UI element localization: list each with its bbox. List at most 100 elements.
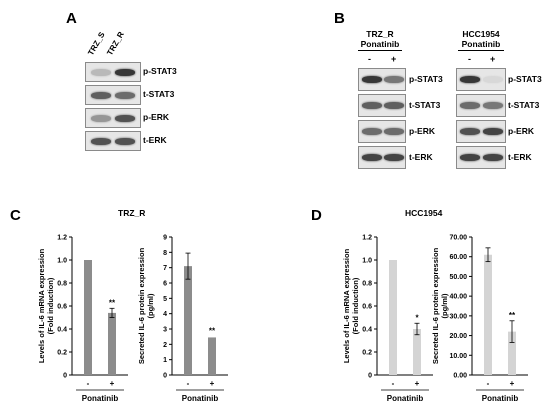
chart-group-title: TRZ_R [118, 208, 146, 218]
y-axis-label-line: Secreted IL-6 protein expression [431, 247, 440, 364]
bar [208, 337, 216, 375]
y-tick-label: 2 [163, 342, 167, 349]
y-tick-label: 0 [163, 373, 167, 380]
y-tick-label: 1.0 [57, 258, 67, 265]
blot-strip [358, 94, 406, 117]
blot-label: t-STAT3 [143, 89, 175, 99]
bar [184, 266, 192, 375]
x-axis-label: Ponatinib [482, 394, 519, 403]
protein-band [362, 102, 382, 109]
blot-label: p-ERK [508, 125, 534, 136]
y-tick-label: 1 [163, 357, 167, 364]
y-axis-label: Levels of IL-6 mRNA expression (Fold indu… [37, 248, 55, 363]
y-tick-label: 1.2 [362, 235, 372, 242]
cell-line-label: HCC1954 [462, 29, 500, 39]
protein-band [362, 128, 382, 135]
y-axis-label: Levels of IL-6 mRNA expression (Fold indu… [342, 248, 360, 363]
lane-label: TRZ_S [86, 30, 107, 57]
y-tick-label: 20.00 [449, 333, 467, 340]
blot-label: t-STAT3 [409, 99, 441, 110]
bar [84, 260, 92, 375]
category-label: + [415, 379, 420, 388]
y-tick-label: 4 [163, 311, 167, 318]
panel-letter-c: C [10, 207, 21, 224]
header-underline [458, 50, 504, 51]
significance-marker: ** [209, 327, 216, 336]
y-tick-label: 0.2 [57, 350, 67, 357]
y-tick-label: 8 [163, 250, 167, 257]
y-tick-label: 0.8 [57, 281, 67, 288]
bar [108, 312, 116, 375]
y-axis-label-line: (Fold induction) [46, 277, 55, 334]
panel-letter-d: D [311, 207, 322, 224]
category-label: + [210, 379, 215, 388]
y-axis-label-line: (Fold induction) [351, 277, 360, 334]
blot-strip [85, 108, 141, 128]
category-label: - [487, 379, 490, 388]
significance-marker: * [415, 313, 419, 322]
category-label: + [110, 379, 115, 388]
blot-label: p-STAT3 [409, 73, 443, 84]
y-tick-label: 60.00 [449, 254, 467, 261]
y-tick-label: 10.00 [449, 353, 467, 360]
protein-band [384, 76, 404, 83]
lane-label: TRZ_R [105, 30, 126, 57]
treatment-sign: - [368, 54, 371, 64]
significance-marker: ** [109, 298, 116, 307]
blot-label: p-STAT3 [508, 73, 542, 84]
y-tick-label: 0.8 [362, 281, 372, 288]
protein-band [362, 154, 382, 161]
treatment-sign: + [490, 54, 496, 64]
bar [413, 329, 421, 375]
protein-band [384, 102, 404, 109]
panel-letter-a: A [66, 10, 77, 27]
bar-chart-protein-hcc1954: 0.0010.0020.0030.0040.0050.0060.0070.00S… [431, 235, 528, 403]
treatment-sign: + [391, 54, 397, 64]
blot-label: t-ERK [143, 135, 167, 145]
treatment-sign: - [468, 54, 471, 64]
protein-band [91, 91, 111, 99]
blot-strip [456, 146, 506, 169]
y-tick-label: 1.2 [57, 235, 67, 242]
protein-band [384, 128, 404, 135]
y-tick-label: 3 [163, 327, 167, 334]
y-axis-label-line: Levels of IL-6 mRNA expression [342, 248, 351, 363]
protein-band [460, 102, 480, 109]
y-tick-label: 40.00 [449, 294, 467, 301]
blot-strip [85, 62, 141, 82]
blot-label: p-ERK [143, 112, 169, 122]
y-tick-label: 0.4 [362, 327, 372, 334]
y-tick-label: 0.4 [57, 327, 67, 334]
protein-band [91, 137, 111, 145]
blot-label: t-ERK [409, 151, 433, 162]
y-tick-label: 5 [163, 296, 167, 303]
protein-band [460, 128, 480, 135]
significance-marker: ** [509, 311, 516, 320]
protein-band [91, 114, 111, 122]
panel-letter-b: B [334, 10, 345, 27]
drug-label: Ponatinib [461, 39, 501, 49]
y-tick-label: 30.00 [449, 313, 467, 320]
protein-band [115, 68, 135, 76]
protein-band [460, 154, 480, 161]
y-tick-label: 7 [163, 265, 167, 272]
y-axis-label: Secreted IL-6 protein expression (pg/ml) [137, 247, 155, 364]
y-tick-label: 1.0 [362, 258, 372, 265]
category-label: - [187, 379, 190, 388]
x-axis-label: Ponatinib [82, 394, 119, 403]
protein-band [460, 76, 480, 83]
blot-label: t-ERK [508, 151, 532, 162]
protein-band [483, 154, 503, 161]
category-label: - [87, 379, 90, 388]
protein-band [91, 68, 111, 76]
y-axis-label-line: (pg/ml) [440, 293, 449, 318]
blot-strip [85, 131, 141, 151]
category-label: - [392, 379, 395, 388]
blot-label: p-STAT3 [143, 66, 177, 76]
bar-chart-protein-trz-r: 0 1 2 3 4 5 6 7 8 9 Secreted IL-6 protein expressi… [137, 235, 228, 403]
y-axis-label: Secreted IL-6 protein expression (pg/ml) [431, 247, 449, 364]
y-axis-label-line: Secreted IL-6 protein expression [137, 247, 146, 364]
cell-line-label: TRZ_R [366, 29, 394, 39]
blot-label: t-STAT3 [508, 99, 540, 110]
